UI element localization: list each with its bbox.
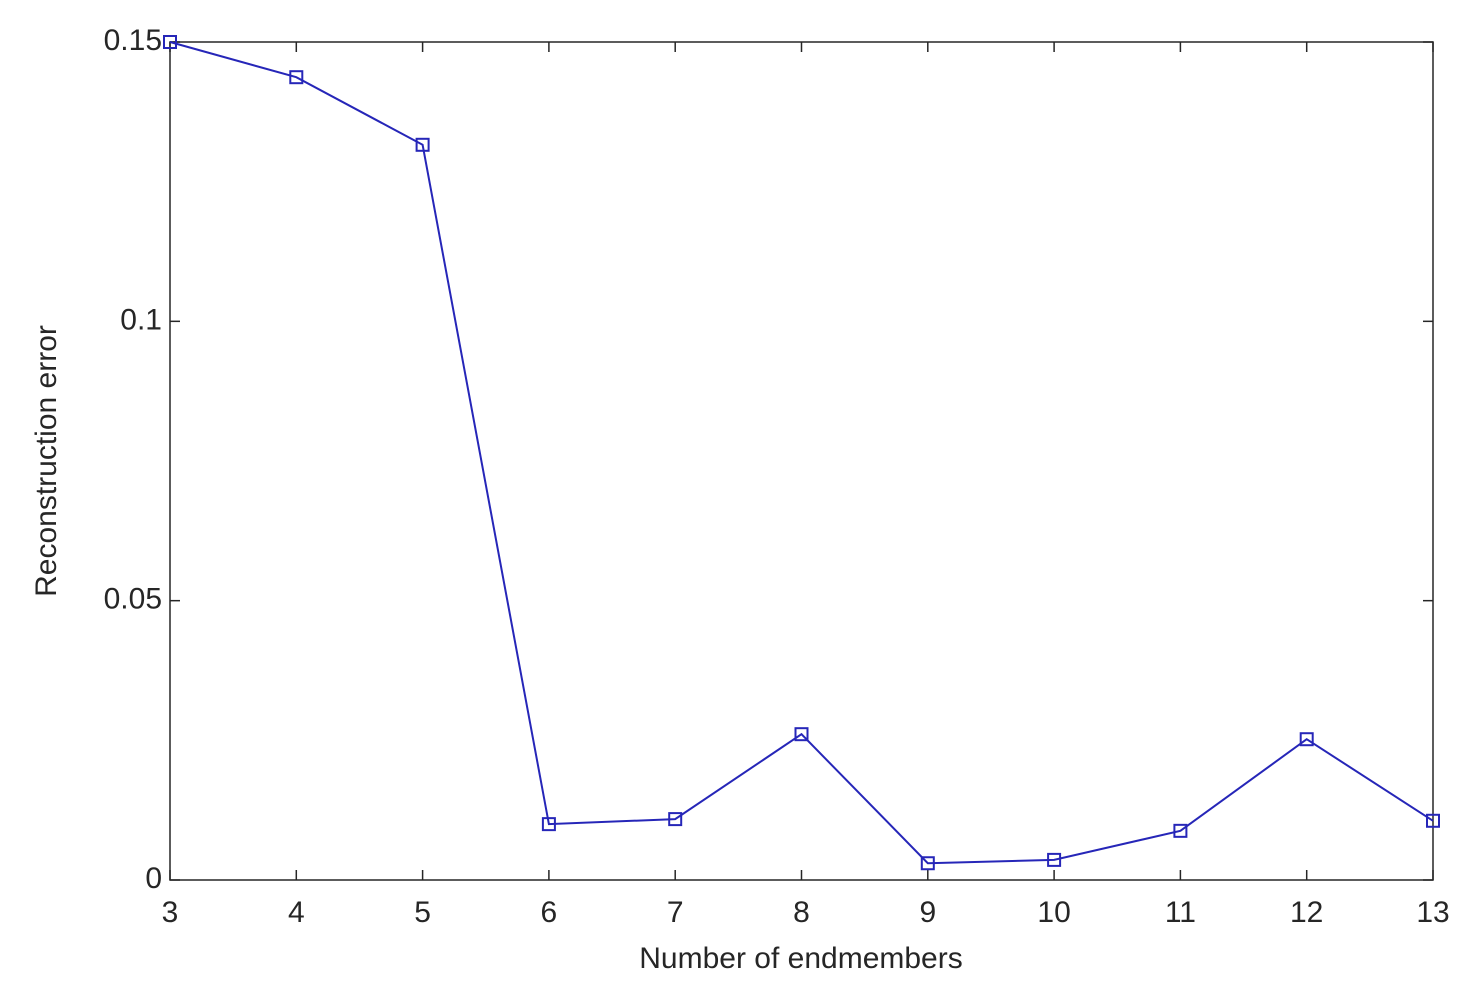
data-marker (668, 812, 683, 827)
data-marker (794, 727, 809, 742)
data-marker (415, 137, 430, 152)
x-tick-label: 3 (162, 896, 179, 929)
x-tick-label: 5 (414, 896, 431, 929)
x-tick-label: 13 (1416, 896, 1449, 929)
data-line (169, 41, 1434, 865)
data-marker (1173, 823, 1188, 838)
data-marker (289, 70, 304, 85)
data-marker (163, 35, 177, 49)
y-tick-label: 0.05 (104, 583, 162, 616)
x-tick-label: 9 (919, 896, 936, 929)
data-marker (1299, 732, 1314, 747)
data-marker (920, 856, 935, 871)
x-tick-label: 8 (793, 896, 810, 929)
y-axis-label: Reconstruction error (30, 325, 63, 597)
y-tick-label: 0.1 (120, 303, 162, 336)
y-tick-label: 0 (145, 862, 162, 895)
x-axis-label: Number of endmembers (639, 942, 962, 975)
y-tick-label: 0.15 (104, 24, 162, 57)
x-tick-label: 10 (1037, 896, 1070, 929)
x-tick-label: 7 (667, 896, 684, 929)
data-marker (541, 817, 556, 832)
data-marker (1426, 813, 1440, 828)
x-tick-label: 12 (1290, 896, 1323, 929)
plot-frame (169, 41, 1434, 881)
x-tick-label: 4 (288, 896, 305, 929)
x-tick-label: 11 (1165, 896, 1196, 929)
data-marker (1047, 852, 1062, 867)
x-tick-label: 6 (541, 896, 558, 929)
